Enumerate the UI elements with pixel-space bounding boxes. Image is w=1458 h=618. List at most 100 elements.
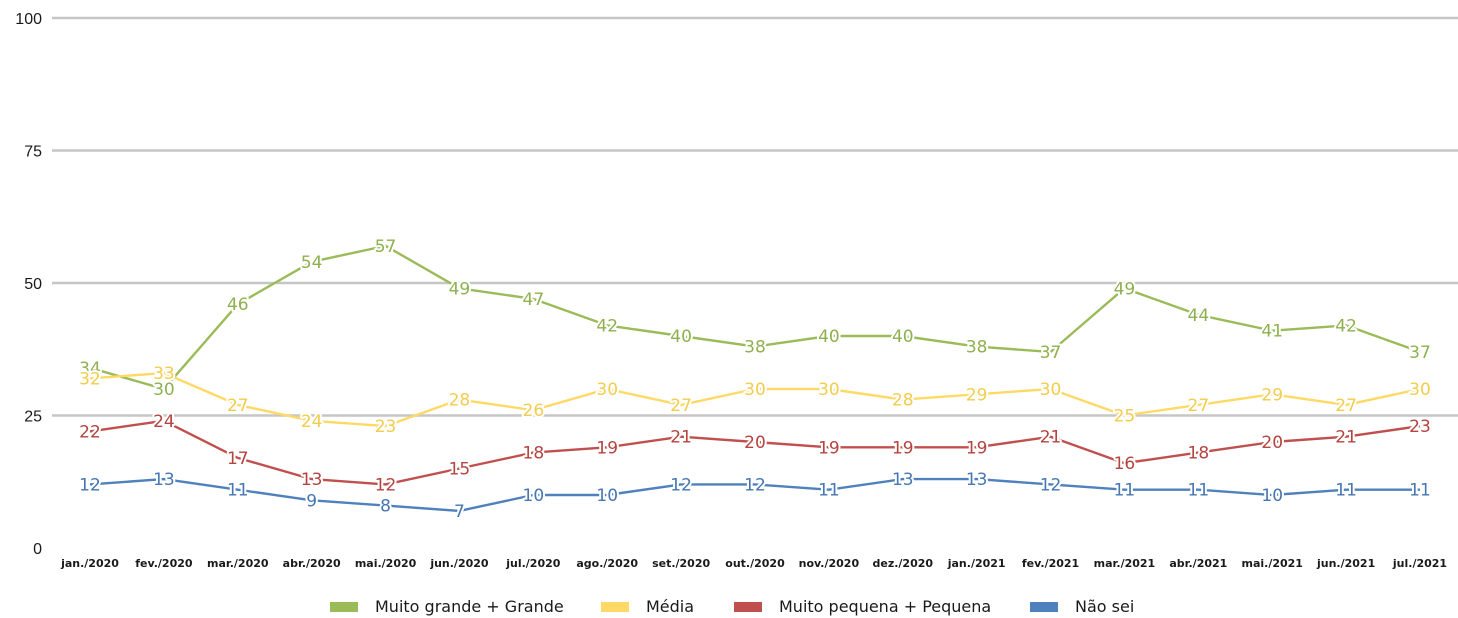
data-label: 13 [153, 470, 175, 490]
data-label: 18 [1188, 444, 1210, 464]
data-label: 9 [306, 491, 317, 511]
data-label: 24 [301, 412, 323, 432]
series-lines [89, 244, 1421, 513]
x-tick-label: abr./2021 [1169, 557, 1227, 570]
data-label: 11 [1335, 481, 1357, 501]
y-tick-label: 100 [15, 11, 42, 28]
data-label: 23 [375, 417, 397, 437]
data-label: 21 [670, 428, 692, 448]
data-label: 34 [79, 359, 101, 379]
x-tick-label: mar./2020 [207, 557, 269, 570]
data-label: 16 [1114, 454, 1136, 474]
x-tick-label: jun./2021 [1316, 557, 1375, 570]
x-tick-label: mai./2020 [355, 557, 417, 570]
data-label: 20 [744, 433, 766, 453]
data-label: 30 [1409, 380, 1431, 400]
x-tick-label: fev./2021 [1022, 557, 1079, 570]
y-tick-label: 50 [24, 276, 42, 293]
data-label: 10 [596, 486, 618, 506]
data-label: 27 [670, 396, 692, 416]
data-label: 40 [818, 327, 840, 347]
data-label: 19 [596, 438, 618, 458]
series-line-4 [89, 477, 1420, 513]
data-label: 44 [1188, 306, 1210, 326]
x-tick-label: jul./2020 [505, 557, 561, 570]
data-label: 13 [966, 470, 988, 490]
data-label: 21 [1335, 428, 1357, 448]
x-tick-label: mai./2021 [1241, 557, 1302, 570]
x-tick-label: jan./2021 [947, 557, 1006, 570]
data-label: 13 [301, 470, 323, 490]
legend-swatch [1030, 602, 1058, 612]
data-label: 11 [227, 481, 249, 501]
x-axis-ticks: jan./2020 fev./2020 mar./2020 abr./2020 mai.… [60, 557, 1447, 570]
data-label: 37 [1409, 343, 1431, 363]
x-tick-label: dez./2020 [872, 557, 933, 570]
data-label: 19 [966, 438, 988, 458]
y-axis-ticks: 0 25 50 75 100 [15, 11, 42, 558]
data-label: 8 [380, 497, 391, 517]
legend-swatch [601, 602, 629, 612]
data-label: 11 [818, 481, 840, 501]
y-tick-label: 75 [24, 144, 42, 161]
data-label: 57 [375, 237, 397, 257]
data-label: 19 [892, 438, 914, 458]
legend: Muito grande + Grande Média Muito pequena … [330, 597, 1134, 616]
data-label: 49 [1114, 279, 1136, 299]
x-tick-label: mar./2021 [1094, 557, 1156, 570]
data-labels: 34 30 46 54 57 49 47 42 40 38 40 40 38 37 49 44 41 42 37 32… [77, 235, 1433, 524]
data-label: 24 [153, 412, 175, 432]
data-label: 38 [966, 338, 988, 358]
data-label: 47 [523, 290, 545, 310]
data-label: 40 [892, 327, 914, 347]
data-label: 12 [670, 475, 692, 495]
data-label: 22 [79, 422, 101, 442]
data-label: 11 [1409, 481, 1431, 501]
data-label: 30 [153, 380, 175, 400]
legend-label: Não sei [1075, 597, 1134, 616]
data-label: 15 [449, 460, 471, 480]
data-label: 20 [1261, 433, 1283, 453]
data-label: 26 [523, 401, 545, 421]
series-line-1 [89, 244, 1421, 391]
legend-label: Média [646, 597, 694, 616]
data-label: 10 [1261, 486, 1283, 506]
x-tick-label: abr./2020 [283, 557, 341, 570]
data-label: 12 [79, 475, 101, 495]
x-tick-label: jan./2020 [60, 557, 119, 570]
series-line-2 [89, 371, 1421, 428]
legend-swatch [330, 602, 358, 612]
data-label: 54 [301, 253, 323, 273]
data-label: 21 [1040, 428, 1062, 448]
y-tick-label: 25 [24, 409, 42, 426]
x-tick-label: fev./2020 [135, 557, 193, 570]
data-label: 12 [375, 475, 397, 495]
data-label: 37 [1040, 343, 1062, 363]
x-tick-label: nov./2020 [799, 557, 860, 570]
data-label: 41 [1261, 322, 1283, 342]
x-tick-label: jun./2020 [429, 557, 489, 570]
data-label: 30 [596, 380, 618, 400]
x-tick-label: set./2020 [652, 557, 710, 570]
data-label: 30 [744, 380, 766, 400]
data-label: 13 [892, 470, 914, 490]
x-tick-label: ago./2020 [576, 557, 638, 570]
data-label: 28 [449, 391, 471, 411]
data-label: 23 [1409, 417, 1431, 437]
data-label: 12 [1040, 475, 1062, 495]
data-label: 49 [449, 279, 471, 299]
x-tick-label: out./2020 [725, 557, 785, 570]
data-label: 33 [153, 364, 175, 384]
data-label: 25 [1114, 407, 1136, 427]
data-label: 46 [227, 295, 249, 315]
data-label: 30 [818, 380, 840, 400]
data-label: 12 [744, 475, 766, 495]
data-label: 18 [523, 444, 545, 464]
x-tick-label: jul./2021 [1392, 557, 1447, 570]
data-label: 38 [744, 338, 766, 358]
legend-label: Muito grande + Grande [375, 597, 564, 616]
data-label: 32 [79, 369, 101, 389]
data-label: 27 [1335, 396, 1357, 416]
grid-lines [52, 16, 1458, 417]
